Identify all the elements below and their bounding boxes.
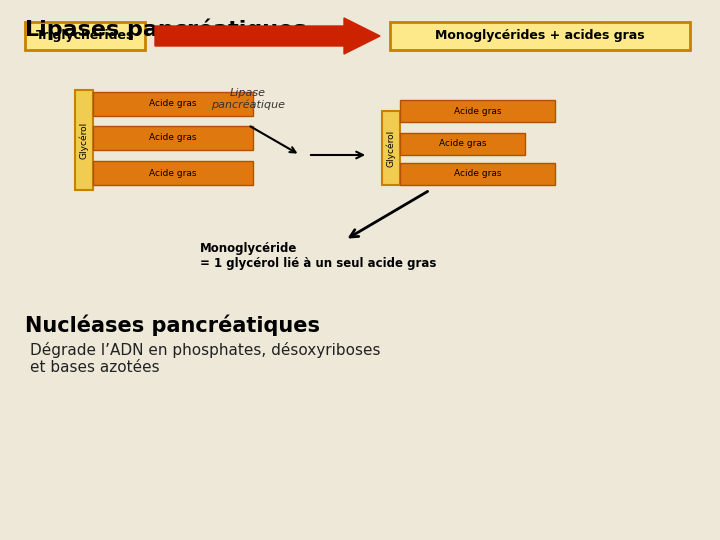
Text: Monoglycérides + acides gras: Monoglycérides + acides gras bbox=[435, 30, 645, 43]
Text: Glycérol: Glycérol bbox=[79, 122, 89, 159]
FancyBboxPatch shape bbox=[93, 92, 253, 116]
Text: Nucléases pancréatiques: Nucléases pancréatiques bbox=[25, 315, 320, 336]
Text: Acide gras: Acide gras bbox=[454, 106, 501, 116]
FancyBboxPatch shape bbox=[93, 126, 253, 150]
Text: Triglychérides: Triglychérides bbox=[36, 30, 134, 43]
Text: Acide gras: Acide gras bbox=[438, 139, 486, 148]
FancyBboxPatch shape bbox=[25, 22, 145, 50]
Text: Acide gras: Acide gras bbox=[454, 170, 501, 179]
FancyBboxPatch shape bbox=[400, 163, 555, 185]
FancyBboxPatch shape bbox=[382, 111, 400, 185]
Text: Monoglycéride
= 1 glycérol lié à un seul acide gras: Monoglycéride = 1 glycérol lié à un seul… bbox=[200, 242, 436, 270]
FancyBboxPatch shape bbox=[400, 100, 555, 122]
Text: Acide gras: Acide gras bbox=[149, 99, 197, 109]
Text: Glycérol: Glycérol bbox=[386, 130, 396, 167]
FancyBboxPatch shape bbox=[75, 90, 93, 190]
FancyArrow shape bbox=[155, 18, 380, 54]
Text: Acide gras: Acide gras bbox=[149, 133, 197, 143]
FancyBboxPatch shape bbox=[93, 161, 253, 185]
Text: Dégrade l’ADN en phosphates, désoxyriboses
et bases azotées: Dégrade l’ADN en phosphates, désoxyribos… bbox=[30, 342, 380, 375]
FancyBboxPatch shape bbox=[390, 22, 690, 50]
Text: Lipase
pancréatique: Lipase pancréatique bbox=[211, 88, 285, 110]
FancyBboxPatch shape bbox=[400, 133, 525, 155]
Text: Lipases pancréatiques: Lipases pancréatiques bbox=[25, 18, 307, 39]
Text: Acide gras: Acide gras bbox=[149, 168, 197, 178]
